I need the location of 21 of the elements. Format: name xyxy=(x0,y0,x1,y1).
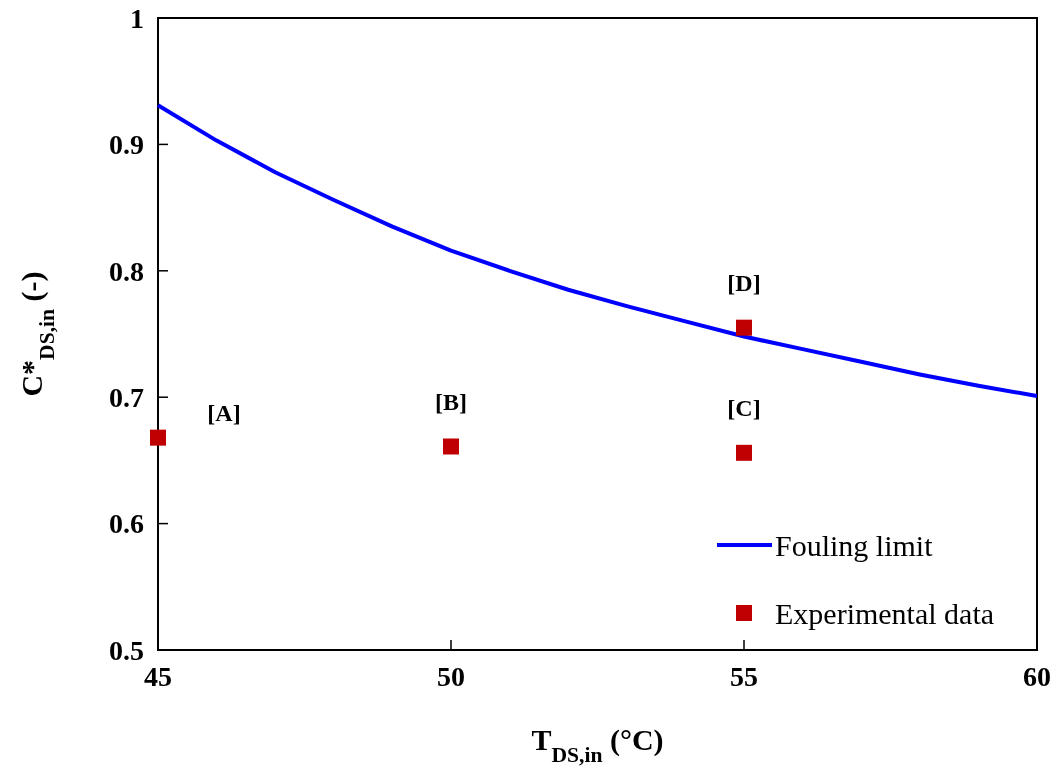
point xyxy=(736,319,752,336)
legend-label: Fouling limit xyxy=(775,528,934,562)
point xyxy=(736,444,752,461)
x-tick-label: 55 xyxy=(730,661,758,692)
annotation: [A] xyxy=(207,400,241,427)
x-tick-label: 45 xyxy=(144,661,172,692)
y-tick-label: 1 xyxy=(130,2,144,34)
x-axis-title: T$_{DS,in}$ (°C) xyxy=(531,723,664,767)
y-tick-label: 0.5 xyxy=(109,634,144,666)
annotation: [B] xyxy=(435,388,467,415)
legend-label: Experimental data xyxy=(775,596,995,630)
y-tick-label: 0.6 xyxy=(109,508,144,540)
y-tick-label: 0.8 xyxy=(109,255,144,287)
annotation: [D] xyxy=(727,270,761,297)
point xyxy=(443,438,459,455)
x-tick-label: 60 xyxy=(1023,661,1051,692)
x-tick-label: 50 xyxy=(437,661,465,692)
y-tick-label: 0.9 xyxy=(109,129,144,161)
y-tick-label: 0.7 xyxy=(109,382,144,413)
point xyxy=(150,429,166,446)
annotation: [C] xyxy=(727,395,761,422)
